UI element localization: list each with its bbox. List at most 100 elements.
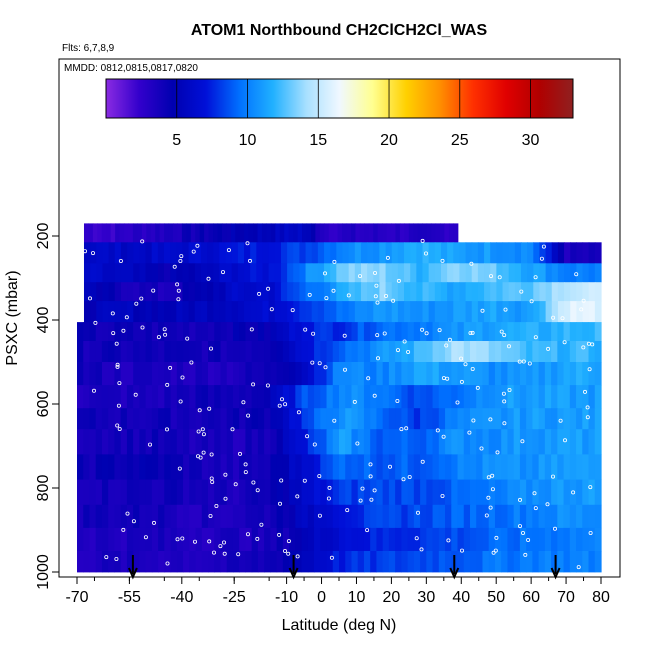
heatmap-cell (538, 504, 546, 529)
heatmap-cell (126, 362, 134, 386)
heatmap-cell (139, 263, 147, 283)
heatmap-cell (538, 454, 546, 480)
sample-marker (541, 244, 546, 249)
heatmap-cell (370, 341, 378, 363)
heatmap-cell (364, 223, 370, 243)
heatmap-cell (488, 429, 496, 455)
heatmap-cell (395, 322, 402, 342)
sample-marker (121, 328, 126, 333)
heatmap-cell (532, 454, 540, 480)
heatmap-cell (544, 362, 552, 386)
sample-marker (283, 402, 288, 407)
sample-marker (92, 388, 97, 393)
sample-marker (104, 555, 109, 560)
sample-marker (246, 413, 251, 418)
heatmap-cell (544, 527, 552, 552)
heatmap-cell (363, 341, 371, 363)
heatmap-cell (519, 408, 527, 430)
heatmap-cell (170, 282, 177, 302)
heatmap-cell (432, 362, 440, 386)
heatmap-cell (432, 322, 440, 342)
heatmap-cell (426, 341, 434, 363)
sample-marker (444, 343, 449, 348)
heatmap-cell (164, 301, 171, 323)
heatmap-cell (382, 322, 390, 342)
sample-marker (342, 367, 347, 372)
heatmap-cell (463, 479, 471, 506)
heatmap-cell (404, 301, 411, 323)
heatmap-cell (514, 263, 522, 283)
heatmap-cell (232, 322, 240, 342)
heatmap-cell (320, 362, 328, 386)
sample-marker (114, 341, 119, 346)
heatmap-cell (126, 408, 134, 430)
heatmap-cell (373, 242, 381, 264)
heatmap-cell (420, 551, 427, 573)
heatmap-cell (527, 282, 534, 302)
heatmap-cell (445, 341, 452, 363)
heatmap-cell (395, 551, 402, 573)
heatmap-cell (357, 551, 365, 573)
heatmap-cell (239, 341, 247, 363)
heatmap-cell (339, 362, 346, 386)
heatmap-cell (357, 479, 365, 506)
heatmap-cell (108, 263, 116, 283)
sample-marker (345, 508, 350, 513)
heatmap-cell (482, 551, 490, 573)
heatmap-cell (139, 454, 147, 480)
heatmap-cell (183, 504, 190, 529)
heatmap-cell (594, 454, 602, 480)
heatmap-cell (557, 385, 565, 409)
heatmap-cell (513, 454, 521, 480)
heatmap-cell (164, 263, 171, 283)
heatmap-cell (488, 362, 496, 386)
heatmap-cell (459, 282, 467, 302)
heatmap-cell (508, 282, 516, 302)
heatmap-cell (307, 479, 315, 506)
sample-marker (221, 540, 226, 545)
heatmap-cell (570, 242, 577, 264)
heatmap-cell (208, 551, 215, 573)
sample-marker (518, 524, 523, 529)
heatmap-cell (538, 479, 546, 506)
heatmap-cell (326, 454, 334, 480)
heatmap-cell (189, 551, 197, 573)
heatmap-cell (201, 362, 209, 386)
heatmap-cell (342, 242, 350, 264)
heatmap-cell (470, 429, 477, 455)
heatmap-cell (432, 504, 440, 529)
heatmap-cell (164, 408, 172, 430)
heatmap-cell (207, 301, 214, 323)
sample-marker (588, 485, 593, 490)
heatmap-cell (413, 341, 421, 363)
sample-marker (437, 328, 442, 333)
heatmap-cell (320, 454, 328, 480)
heatmap-cell (328, 223, 334, 243)
sample-marker (163, 332, 168, 337)
heatmap-cell (401, 322, 409, 342)
sample-marker (372, 393, 377, 398)
heatmap-cell (96, 301, 104, 323)
heatmap-cell (438, 385, 446, 409)
heatmap-cell (357, 341, 365, 363)
heatmap-cell (354, 282, 362, 302)
heatmap-cell (395, 454, 402, 480)
heatmap-cell (101, 322, 109, 342)
sample-marker (332, 259, 337, 264)
heatmap-cell (594, 263, 602, 283)
heatmap-cell (264, 527, 271, 552)
heatmap-cell (569, 322, 577, 342)
heatmap-cell (440, 282, 448, 302)
heatmap-cell (232, 385, 240, 409)
heatmap-cell (183, 527, 190, 552)
heatmap-cell (245, 385, 253, 409)
sample-marker (583, 389, 588, 394)
heatmap-cell (471, 263, 479, 283)
heatmap-cell (463, 408, 471, 430)
heatmap-cell (295, 429, 303, 455)
heatmap-cell (170, 454, 178, 480)
heatmap-cell (588, 454, 596, 480)
heatmap-cell (494, 408, 502, 430)
heatmap-cell (120, 527, 128, 552)
heatmap-cell (324, 301, 331, 323)
